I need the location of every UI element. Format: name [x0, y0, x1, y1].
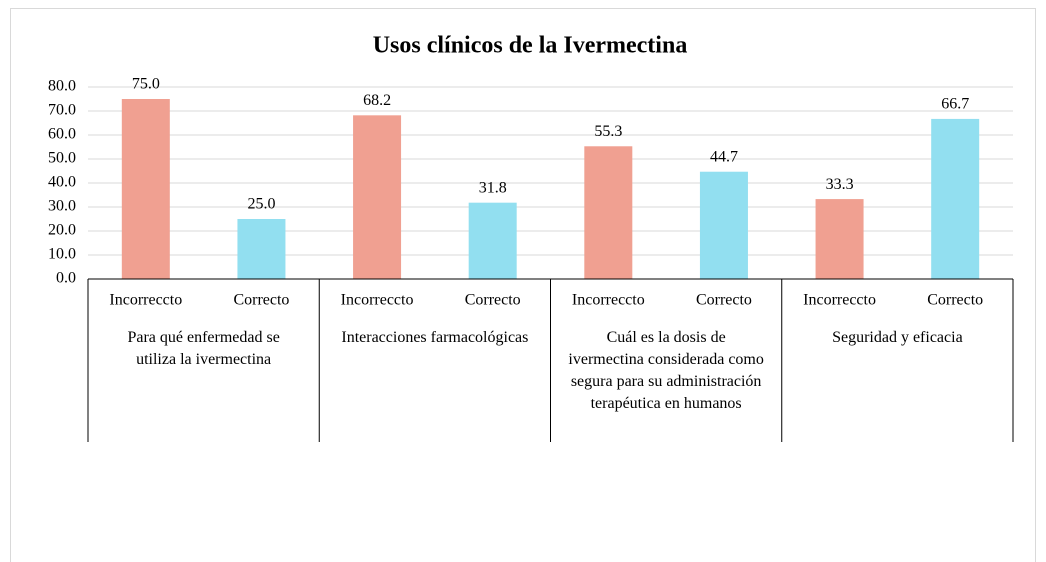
y-tick-label: 70.0 [48, 102, 76, 119]
value-label: 55.3 [594, 123, 622, 140]
x-tick-label: Incorreccto [572, 292, 645, 309]
bar [815, 199, 864, 279]
x-tick-label: Correcto [233, 292, 289, 309]
bar [584, 146, 633, 279]
value-label: 33.3 [826, 176, 854, 193]
x-tick-label: Correcto [465, 292, 521, 309]
y-tick-label: 30.0 [48, 198, 76, 215]
value-label: 25.0 [247, 196, 275, 213]
y-tick-label: 40.0 [48, 174, 76, 191]
value-label: 31.8 [479, 179, 507, 196]
chart-title: Usos clínicos de la Ivermectina [373, 33, 688, 59]
bar [121, 99, 170, 279]
x-tick-label: Incorreccto [803, 292, 876, 309]
value-label: 75.0 [132, 76, 160, 93]
x-tick-label: Correcto [696, 292, 752, 309]
x-tick-label: Incorreccto [341, 292, 414, 309]
y-tick-label: 10.0 [48, 246, 76, 263]
bar [468, 202, 517, 279]
y-tick-label: 50.0 [48, 150, 76, 167]
bar [353, 115, 402, 279]
y-tick-label: 0.0 [56, 270, 76, 287]
group-label: Interacciones farmacológicas [341, 329, 529, 346]
chart-frame [10, 8, 1036, 562]
value-label: 44.7 [710, 148, 738, 165]
value-label: 68.2 [363, 92, 391, 109]
bar [931, 118, 980, 279]
x-tick-label: Incorreccto [109, 292, 182, 309]
y-tick-label: 20.0 [48, 222, 76, 239]
y-tick-label: 80.0 [48, 78, 76, 95]
group-label: Seguridad y eficacia [832, 329, 963, 346]
group-label: Para qué enfermedad se utiliza la iverme… [127, 329, 280, 368]
x-tick-label: Correcto [927, 292, 983, 309]
bar [699, 171, 748, 279]
group-label: Cuál es la dosis de ivermectina consider… [568, 329, 764, 412]
bar [237, 219, 286, 279]
value-label: 66.7 [941, 96, 969, 113]
y-tick-label: 60.0 [48, 126, 76, 143]
